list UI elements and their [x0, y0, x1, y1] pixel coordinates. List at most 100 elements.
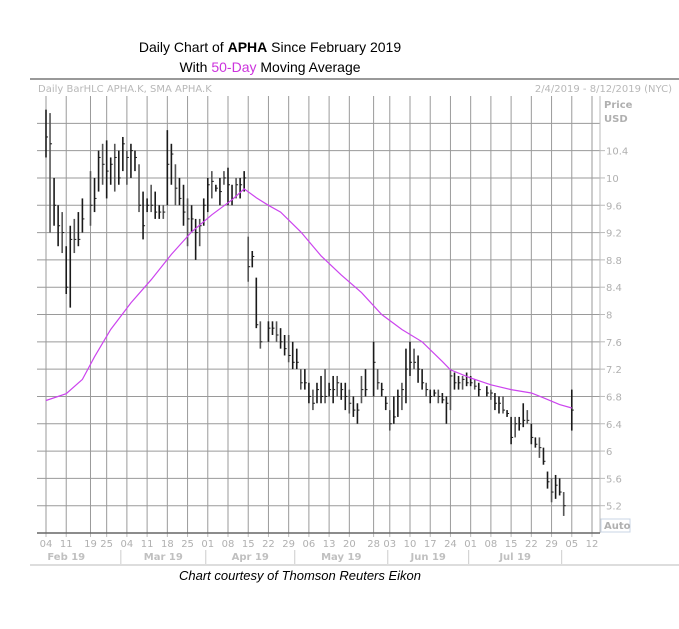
price-bar [170, 143, 174, 185]
price-bar [320, 375, 324, 404]
x-tick-label: 29 [282, 539, 295, 550]
x-tick-label: 15 [242, 539, 255, 550]
price-bar [356, 403, 360, 424]
price-bar [409, 341, 412, 376]
y-tick-label: 7.2 [606, 365, 622, 376]
x-tick-label: 01 [201, 539, 214, 550]
price-bar [498, 396, 501, 414]
price-bar [223, 171, 226, 185]
price-bar [101, 143, 105, 185]
y-tick-label: 6.8 [606, 392, 622, 403]
price-bar [490, 389, 493, 400]
y-tick-label: 9.2 [606, 229, 622, 240]
grid [37, 96, 600, 533]
price-bar [122, 136, 125, 172]
y-tick-label: 9.6 [606, 201, 622, 212]
x-tick-label: 05 [565, 539, 578, 550]
price-bar [178, 177, 182, 206]
price-bar [336, 375, 340, 397]
price-bar [401, 382, 404, 411]
y-tick-label: 7.6 [606, 338, 622, 349]
x-axis: 04 11 19 25 04 11 18 25 01 08 15 22 29 06 13 20 28 03 10 17… [37, 532, 600, 564]
price-bar [267, 321, 271, 342]
price-bar [45, 109, 48, 158]
price-bar [166, 130, 170, 206]
x-tick-label: 12 [586, 539, 599, 550]
price-bar [518, 416, 522, 431]
price-bar [449, 369, 453, 411]
x-tick-label: 22 [525, 539, 538, 550]
price-bar [231, 184, 235, 206]
month-label: Apr 19 [232, 552, 269, 563]
price-bar [109, 157, 113, 185]
price-bar [376, 369, 380, 390]
price-bar [388, 410, 392, 431]
price-bar [219, 177, 222, 206]
x-tick-label: 03 [383, 539, 396, 550]
chart-title-line1: Daily Chart of APHA Since February 2019 [0, 39, 540, 55]
title-text: With [179, 59, 212, 75]
price-bar [397, 389, 400, 417]
month-label: May 19 [321, 552, 361, 563]
auto-scale-label: Auto [604, 521, 631, 532]
price-bar [150, 184, 154, 213]
price-bar [239, 177, 243, 199]
price-bar [113, 143, 117, 192]
price-bar [255, 277, 259, 329]
price-bar [526, 410, 530, 424]
price-bar [291, 341, 295, 370]
price-bar [97, 150, 101, 192]
price-bar [308, 382, 311, 404]
price-bar [506, 410, 510, 417]
price-bar [372, 341, 376, 397]
price-bar [174, 164, 178, 206]
price-bar [259, 321, 263, 349]
month-label: Feb 19 [47, 552, 85, 563]
price-bar [89, 171, 93, 226]
price-bar [275, 321, 279, 342]
title-text: Daily Chart of [138, 39, 228, 55]
y-tick-label: 8 [606, 311, 612, 322]
x-tick-label: 13 [323, 539, 336, 550]
price-bar [138, 164, 142, 213]
price-bar [348, 389, 352, 414]
price-bar [247, 236, 251, 282]
price-bar [429, 389, 433, 404]
x-tick-label: 08 [222, 539, 235, 550]
price-bar [130, 143, 133, 178]
price-bar [324, 369, 328, 404]
sma-period-highlight: 50-Day [211, 59, 257, 75]
price-bar [538, 437, 542, 458]
price-bar [154, 191, 158, 219]
y-tick-label: 8.8 [606, 256, 622, 267]
price-bar [441, 393, 445, 404]
price-bar [332, 375, 336, 404]
price-bar [118, 150, 121, 185]
price-bar [413, 348, 417, 370]
x-tick-label: 20 [343, 539, 356, 550]
auto-scale-button[interactable] [600, 518, 631, 533]
y-tick-label: 8.4 [606, 283, 622, 294]
price-bar [279, 328, 283, 349]
x-tick-label: 19 [84, 539, 97, 550]
price-bar [465, 372, 469, 387]
price-bar [227, 167, 230, 206]
price-bar [542, 447, 546, 465]
price-bar [73, 218, 77, 254]
sma-50-line [45, 188, 572, 409]
price-bar [445, 396, 449, 424]
price-bar [49, 113, 53, 233]
price-bar [502, 396, 506, 414]
price-bar [93, 177, 97, 213]
price-bar [142, 191, 146, 240]
price-bar [486, 386, 489, 397]
price-bar [461, 375, 465, 390]
x-tick-label: 18 [161, 539, 174, 550]
y-tick-label: 10 [606, 174, 619, 185]
price-bar [295, 348, 299, 370]
price-bar [562, 492, 566, 516]
x-tick-label: 22 [262, 539, 275, 550]
price-bar [251, 250, 255, 268]
price-bar [405, 348, 408, 404]
